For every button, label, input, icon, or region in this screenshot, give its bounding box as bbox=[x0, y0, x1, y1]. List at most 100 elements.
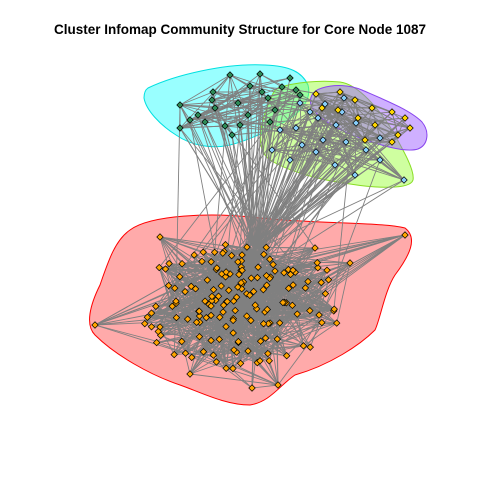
orange-node bbox=[195, 332, 204, 341]
orange-node bbox=[155, 263, 163, 272]
edge bbox=[189, 119, 222, 287]
orange-node bbox=[323, 266, 331, 274]
orange-node bbox=[199, 248, 207, 256]
edge bbox=[243, 141, 393, 252]
orange-node bbox=[213, 264, 221, 272]
orange-node bbox=[261, 334, 270, 342]
edge bbox=[254, 124, 376, 251]
edge bbox=[179, 91, 214, 106]
edge bbox=[189, 373, 279, 386]
orange-node bbox=[219, 301, 228, 309]
edge bbox=[204, 85, 251, 123]
edge bbox=[214, 85, 251, 109]
orange-node bbox=[225, 286, 233, 294]
edge bbox=[214, 73, 261, 109]
edge bbox=[315, 93, 411, 129]
edge bbox=[301, 144, 336, 166]
edge bbox=[256, 117, 359, 363]
cyan-node bbox=[296, 91, 304, 99]
orange-node bbox=[195, 307, 203, 315]
edge bbox=[391, 111, 399, 136]
edge bbox=[269, 107, 323, 259]
edge bbox=[185, 295, 251, 354]
orange-node bbox=[238, 266, 246, 274]
orange-node bbox=[188, 353, 196, 362]
edge bbox=[179, 125, 226, 129]
edge bbox=[333, 99, 356, 311]
orange-node bbox=[147, 323, 156, 331]
edge bbox=[354, 99, 366, 141]
orange-node bbox=[227, 251, 236, 260]
edge bbox=[254, 91, 341, 251]
edge bbox=[254, 73, 261, 251]
edge bbox=[211, 74, 231, 101]
edge bbox=[179, 74, 231, 106]
edge bbox=[297, 313, 320, 316]
orange-node bbox=[282, 352, 291, 360]
edge bbox=[159, 236, 183, 264]
orange-node bbox=[190, 251, 198, 259]
orange-node bbox=[235, 270, 243, 279]
edge bbox=[237, 234, 406, 263]
cyan-node bbox=[286, 74, 294, 82]
green-node bbox=[286, 156, 294, 164]
edge bbox=[254, 117, 359, 251]
edge bbox=[216, 361, 253, 389]
edge bbox=[179, 127, 261, 260]
edge bbox=[211, 85, 251, 101]
orange-node bbox=[265, 357, 273, 365]
edge bbox=[254, 249, 320, 316]
orange-node bbox=[181, 349, 190, 357]
cyan-node bbox=[176, 101, 184, 109]
orange-node bbox=[217, 282, 225, 290]
orange-node bbox=[304, 277, 312, 286]
orange-node bbox=[301, 284, 310, 292]
edge bbox=[179, 104, 324, 141]
orange-node bbox=[264, 349, 272, 358]
edge bbox=[250, 320, 279, 386]
cyan-node bbox=[186, 116, 194, 124]
green-node bbox=[362, 146, 370, 154]
orange-node bbox=[143, 313, 152, 321]
orange-node bbox=[156, 331, 165, 340]
orange-node bbox=[172, 297, 180, 305]
edge bbox=[354, 99, 411, 129]
edge bbox=[391, 111, 411, 129]
orange-node bbox=[164, 281, 173, 290]
edge bbox=[212, 91, 276, 111]
orange-node bbox=[234, 258, 242, 266]
edge bbox=[94, 269, 242, 326]
orange-node bbox=[234, 337, 243, 346]
green-node bbox=[340, 94, 348, 102]
orange-node bbox=[315, 311, 323, 319]
orange-node bbox=[229, 329, 237, 337]
edge bbox=[315, 93, 376, 126]
purple-node bbox=[354, 114, 362, 122]
edge bbox=[94, 324, 234, 369]
edge bbox=[254, 249, 298, 315]
orange-node bbox=[222, 364, 230, 373]
edge bbox=[203, 262, 351, 353]
orange-node bbox=[243, 243, 251, 251]
orange-node bbox=[152, 302, 160, 311]
orange-node bbox=[172, 313, 181, 322]
orange-node bbox=[156, 233, 164, 241]
orange-node bbox=[247, 316, 255, 325]
orange-node bbox=[279, 298, 287, 307]
edge bbox=[254, 93, 317, 251]
orange-node bbox=[244, 347, 252, 355]
cyan-node bbox=[221, 122, 229, 130]
edge bbox=[244, 111, 393, 255]
orange-node bbox=[219, 249, 227, 257]
orange-node bbox=[216, 313, 224, 321]
edge bbox=[254, 249, 304, 347]
orange-node bbox=[229, 316, 237, 325]
edge bbox=[156, 249, 256, 343]
orange-node bbox=[280, 269, 288, 277]
edge bbox=[197, 102, 239, 116]
edge bbox=[197, 114, 256, 251]
orange-node bbox=[161, 265, 170, 273]
orange-node bbox=[215, 335, 224, 344]
edge bbox=[237, 99, 356, 104]
